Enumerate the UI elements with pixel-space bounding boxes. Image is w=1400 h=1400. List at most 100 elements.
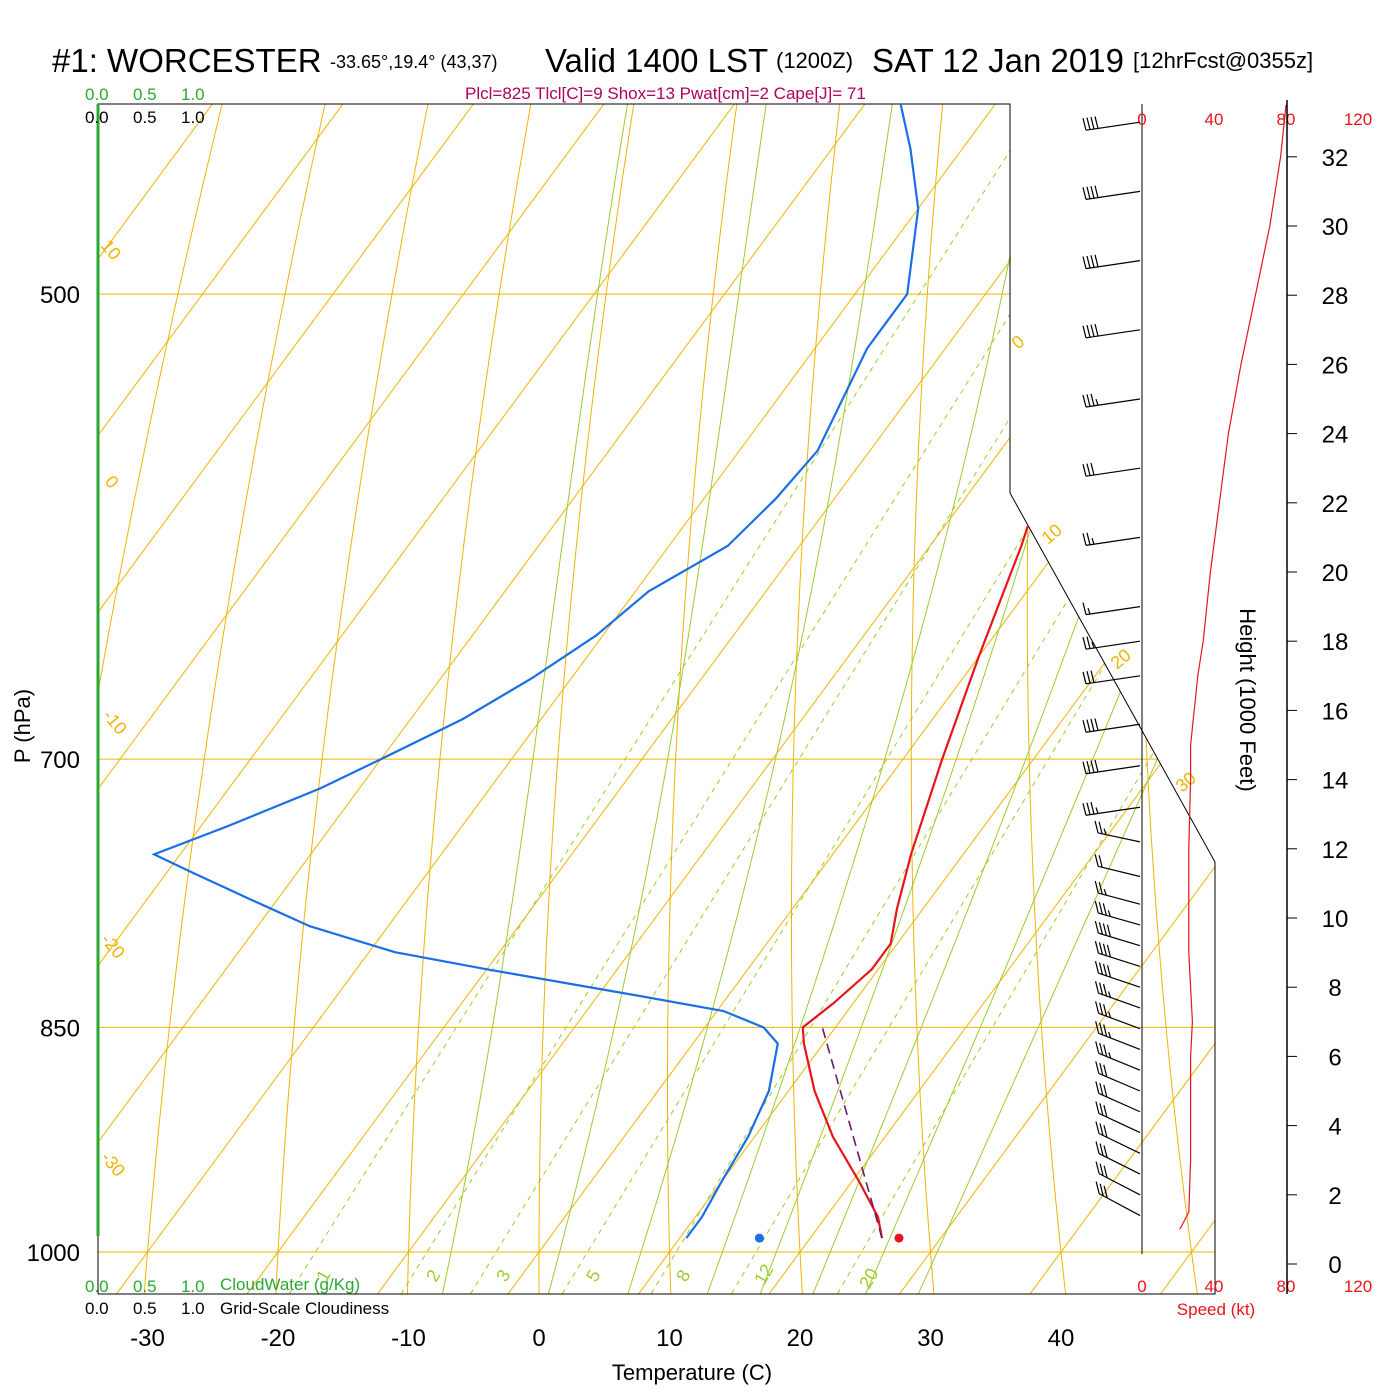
station-title: #1: WORCESTER [52,42,322,79]
wind-barb-feather [1094,920,1099,934]
dry-adiabat-label: -30 [97,1148,129,1181]
wind-barb-feather [1095,1021,1100,1034]
wind-barb-half-feather [1108,1011,1112,1018]
wind-barb-feather [1098,902,1103,915]
wind-barb [1082,462,1141,477]
dry-adiabat-line [1249,0,1336,1333]
pressure-axis: 2503004005007008501000 [27,0,80,1267]
height-tick-label: 16 [1322,698,1349,725]
wind-barb-feather [1090,324,1095,337]
wind-barb-shaft [1098,972,1141,988]
wind-barb-feather [1094,323,1099,337]
wind-barb-feather [1103,1145,1108,1158]
wind-barb [1094,880,1141,905]
cloudwater-tick-top-2: 1.0 [181,85,205,104]
temperature-tick-label: 30 [917,1325,944,1352]
isotherm-line [880,104,1215,1294]
wind-barb-feather [1098,855,1103,868]
dry-adiabat-line [791,104,977,1294]
wind-barb-shaft [1098,1072,1141,1092]
wind-speed-profile-line [1179,104,1287,1230]
height-tick-label: 8 [1328,975,1341,1002]
isotherm-line [98,104,713,1294]
wind-barb-feather [1094,854,1099,867]
cloudiness-tick-bottom-2: 1.0 [181,1299,205,1318]
wind-barb-feather [1099,1002,1104,1015]
isotherm-line [619,104,1215,1294]
dry-adiabat-line [273,104,629,1294]
wind-barb-shaft [1085,121,1141,131]
wind-barb-feather [1082,187,1087,200]
pressure-tick-label: 400 [40,0,80,1]
wind-barb-shaft [1098,1052,1141,1071]
wind-barb-feather [1098,922,1103,935]
moist-adiabat-line [906,104,1215,1294]
station-coords: -33.65°,19.4° (43,37) [330,52,498,72]
wind-barb-feather [1095,1081,1100,1094]
wind-barb-shaft [1085,806,1141,816]
wind-speed-tick-top: 40 [1205,110,1224,129]
dry-adiabat-label: 10 [1038,520,1066,548]
dry-adiabat-line [910,104,1064,1294]
sounding-parameters: Plcl=825 Tlcl[C]=9 Shox=13 Pwat[cm]=2 Ca… [465,84,866,103]
dry-adiabat-line [98,104,456,1294]
mixing-ratio-line [635,104,1215,1294]
wind-barb [1094,961,1141,988]
wind-speed-tick-bottom: 40 [1205,1277,1224,1296]
temperature-tick-label: 40 [1048,1325,1075,1352]
dry-adiabat-line [667,104,890,1294]
wind-barb-half-feather [1087,607,1091,615]
dry-adiabat-label: 0 [101,472,123,493]
wind-barb-shaft [1098,992,1141,1009]
wind-barb-shaft [1098,1012,1141,1030]
mixing-ratio-label: 8 [672,1266,694,1285]
wind-barb-feather [1094,981,1100,994]
wind-barb-feather [1103,1125,1108,1138]
dry-adiabat-label: -10 [99,706,131,739]
wind-barb-feather [1094,880,1099,894]
moist-adiabat-line [697,104,1174,1294]
wind-barb-feather [1095,1061,1100,1074]
wind-barb-feather [1095,1101,1100,1114]
wind-barb-feather [1099,1042,1104,1056]
wind-barb-feather [1103,1185,1108,1199]
wind-barb-shaft [1085,723,1141,733]
wind-barb-shaft [1098,1193,1141,1217]
wind-barb-shaft [1098,1092,1141,1113]
temperature-axis: -30 -20 -10 0 10 20 30 40 [130,1325,1074,1352]
wind-speed-tick-bottom: 80 [1277,1277,1296,1296]
wind-barb-feather [1082,602,1087,615]
mixing-ratio-line [384,104,1215,1294]
wind-barb-feather [1099,1083,1104,1096]
moist-adiabat-line [619,104,1033,1294]
cloudiness-tick-bottom-0: 0.0 [85,1299,109,1318]
wind-barb-half-feather [1108,1052,1112,1059]
wind-barb-shaft [1085,190,1141,200]
wind-barb-feather [1103,1004,1108,1017]
pressure-tick-label: 1000 [27,1240,80,1267]
cloudiness-title: Grid-Scale Cloudiness [220,1299,389,1318]
wind-barb-feather [1099,1022,1104,1036]
dry-adiabat-label: 0 [1008,331,1029,353]
pressure-axis-label: P (hPa) [10,689,35,763]
wind-barb [1082,718,1141,733]
parcel-path-line [821,1027,883,1239]
wind-barb-shaft [1098,1173,1141,1196]
wind-barb-feather [1099,1123,1104,1136]
wind-barb [1082,759,1141,775]
wind-barb-shaft [1085,260,1141,270]
isotherm-line [98,104,974,1294]
cloudwater-tick-top-0: 0.0 [85,85,109,104]
temperature-tick-label: -30 [130,1325,165,1352]
temperature-tick-label: -10 [391,1325,426,1352]
wind-barb-shaft [1085,329,1141,339]
wind-barb-feather [1090,801,1095,815]
wind-barb-feather [1094,900,1099,914]
wind-barb-feather [1082,325,1087,338]
dry-adiabat-label: -20 [97,930,129,963]
isotherm-line [98,104,844,1294]
wind-barb-feather [1095,1001,1100,1014]
wind-barb-shaft [1098,912,1141,926]
